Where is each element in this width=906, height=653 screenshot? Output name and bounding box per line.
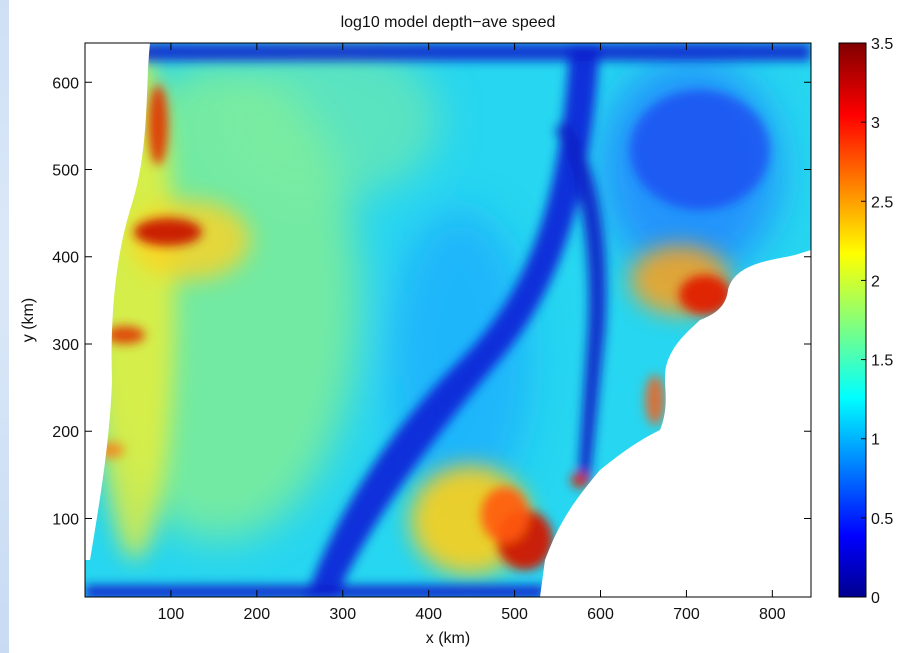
- plot-frame: [84, 42, 812, 598]
- x-tick-label: 400: [415, 606, 442, 623]
- y-tick-label: 600: [52, 75, 79, 92]
- y-axis-label: y (km): [20, 298, 37, 342]
- x-tick-label: 100: [158, 606, 185, 623]
- y-tick-label: 500: [52, 163, 79, 180]
- colorbar-tick-label: 1: [871, 432, 880, 449]
- chart-title: log10 model depth−ave speed: [341, 14, 556, 31]
- colorbar-tick-label: 1.5: [871, 353, 893, 370]
- y-tick-label: 400: [52, 250, 79, 267]
- background-strip: [0, 0, 9, 653]
- colorbar-tick-label: 2.5: [871, 194, 893, 211]
- colorbar-tick-label: 3: [871, 115, 880, 132]
- heatmap-field: [85, 43, 811, 597]
- x-tick-label: 500: [501, 606, 528, 623]
- y-tick-label: 300: [52, 337, 79, 354]
- x-tick-label: 800: [759, 606, 786, 623]
- x-tick-label: 700: [673, 606, 700, 623]
- x-tick-label: 200: [243, 606, 270, 623]
- colorbar-tick-label: 0: [871, 590, 880, 607]
- colorbar: [838, 42, 867, 598]
- x-tick-label: 300: [329, 606, 356, 623]
- colorbar-tick-label: 3.5: [871, 36, 893, 53]
- axis-ticks: 100 200 300 400 500 600 700 800 100 200 300 400 500 6…: [52, 36, 893, 623]
- colorbar-tick-label: 2: [871, 273, 880, 290]
- x-tick-label: 600: [587, 606, 614, 623]
- y-tick-label: 100: [52, 511, 79, 528]
- colorbar-tick-label: 0.5: [871, 511, 893, 528]
- y-tick-label: 200: [52, 424, 79, 441]
- x-axis-label: x (km): [426, 630, 470, 647]
